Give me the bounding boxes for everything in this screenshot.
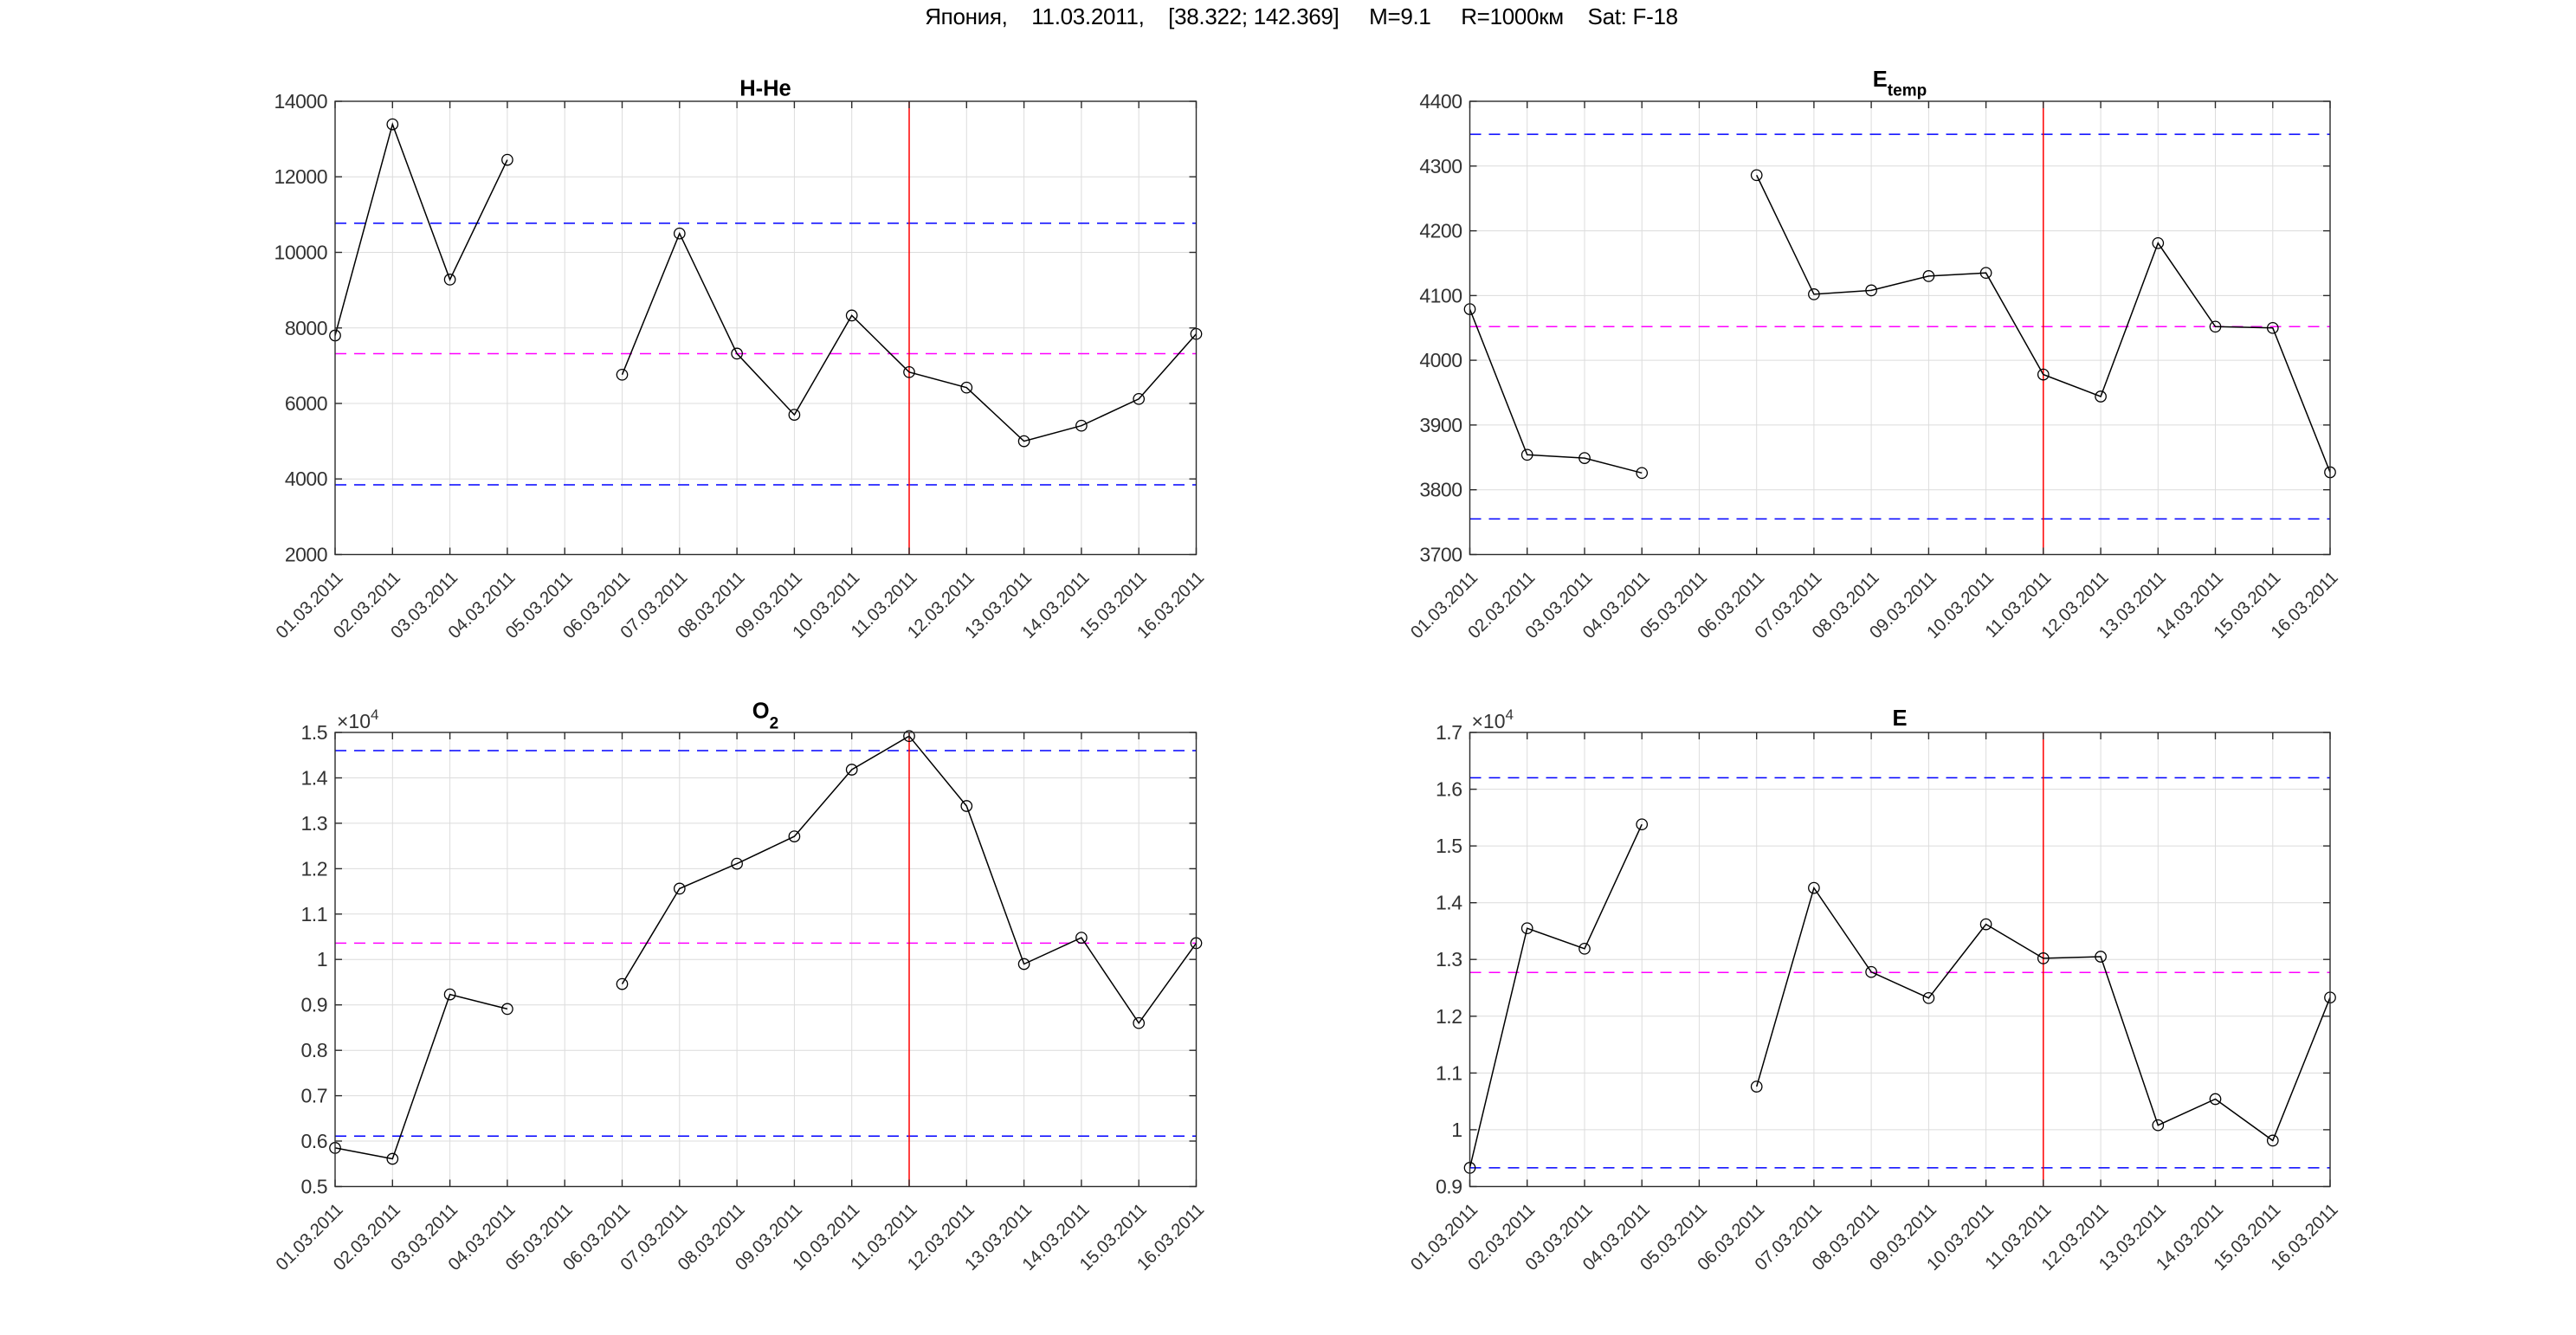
svg-text:8000: 8000 — [285, 317, 327, 339]
svg-text:1.3: 1.3 — [1436, 948, 1462, 971]
svg-text:×104: ×104 — [1472, 706, 1514, 732]
svg-text:4300: 4300 — [1419, 155, 1462, 177]
svg-text:1: 1 — [317, 948, 327, 971]
svg-text:Япония, 11.03.2011, [38.: Япония, 11.03.2011, [38.322; 142.369] M=… — [925, 3, 1678, 29]
svg-text:0.9: 0.9 — [301, 994, 327, 1016]
svg-text:3900: 3900 — [1419, 414, 1462, 436]
svg-text:3800: 3800 — [1419, 479, 1462, 501]
svg-text:0.7: 0.7 — [301, 1085, 327, 1107]
svg-text:6000: 6000 — [285, 392, 327, 415]
svg-text:1.4: 1.4 — [301, 767, 328, 790]
svg-text:H-He: H-He — [739, 77, 791, 101]
svg-text:1.5: 1.5 — [1436, 835, 1462, 857]
svg-text:4000: 4000 — [285, 468, 327, 490]
svg-text:1.1: 1.1 — [1436, 1061, 1462, 1084]
svg-text:12000: 12000 — [274, 165, 327, 188]
svg-text:1.1: 1.1 — [301, 903, 327, 925]
svg-text:1.7: 1.7 — [1436, 721, 1462, 744]
svg-text:4000: 4000 — [1419, 349, 1462, 371]
svg-text:E: E — [1892, 706, 1907, 731]
svg-text:1: 1 — [1451, 1119, 1462, 1141]
svg-text:1.2: 1.2 — [301, 857, 327, 880]
svg-text:1.3: 1.3 — [301, 812, 327, 835]
svg-text:4200: 4200 — [1419, 220, 1462, 242]
svg-text:4400: 4400 — [1419, 90, 1462, 113]
svg-text:2000: 2000 — [285, 544, 327, 566]
svg-text:0.8: 0.8 — [301, 1039, 327, 1061]
svg-text:1.5: 1.5 — [301, 721, 327, 744]
svg-text:0.6: 0.6 — [301, 1130, 327, 1152]
svg-text:14000: 14000 — [274, 90, 327, 113]
svg-text:4100: 4100 — [1419, 284, 1462, 306]
svg-text:1.6: 1.6 — [1436, 778, 1462, 801]
svg-text:1.2: 1.2 — [1436, 1005, 1462, 1028]
svg-text:0.5: 0.5 — [301, 1176, 327, 1198]
svg-text:1.4: 1.4 — [1436, 892, 1462, 914]
svg-text:3700: 3700 — [1419, 544, 1462, 566]
svg-text:10000: 10000 — [274, 242, 327, 264]
svg-text:0.9: 0.9 — [1436, 1176, 1462, 1198]
